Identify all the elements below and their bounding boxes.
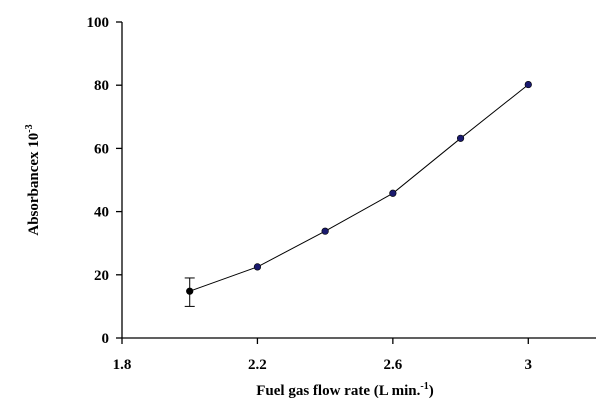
x-axis-title-main: Fuel gas flow rate (L min.	[256, 383, 420, 399]
x-axis-title-superscript: -1	[420, 381, 428, 392]
y-tick-label: 20	[94, 268, 109, 284]
y-axis-title-superscript: -3	[24, 124, 35, 132]
data-point	[186, 287, 194, 295]
y-tick-label: 100	[87, 15, 110, 31]
x-tick-label: 2.2	[248, 357, 267, 373]
data-point	[321, 227, 329, 235]
x-tick-label: 3	[525, 357, 533, 373]
y-tick-label: 40	[94, 205, 109, 221]
y-tick-label: 0	[102, 331, 110, 347]
y-tick-label: 80	[94, 78, 109, 94]
data-point	[524, 80, 532, 89]
x-axis-title: Fuel gas flow rate (L min.-1)	[256, 381, 434, 399]
data-point	[456, 134, 465, 142]
y-axis-ticks: 0 20 40 60 80 100	[87, 15, 122, 347]
data-point	[389, 189, 397, 197]
x-tick-label: 1.8	[113, 357, 132, 373]
y-axis-title-main: Absorbancex 10	[26, 133, 42, 236]
y-tick-label: 60	[94, 141, 109, 157]
data-series	[184, 80, 532, 307]
series-line	[189, 84, 529, 292]
x-tick-label: 2.6	[383, 357, 402, 373]
data-point	[253, 263, 262, 271]
x-axis-ticks: 1.8 2.2 2.6 3	[113, 338, 532, 373]
y-axis-title: Absorbancex 10-3	[24, 124, 42, 235]
x-axis-title-tail: )	[429, 383, 434, 399]
